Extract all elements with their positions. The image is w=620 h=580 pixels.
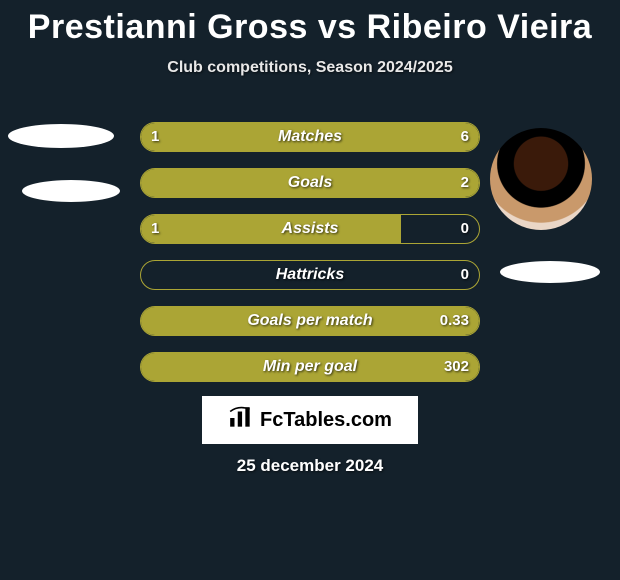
footer-date: 25 december 2024 — [0, 456, 620, 476]
brand-badge: FcTables.com — [202, 396, 418, 444]
left-player-placeholder-bottom — [22, 180, 120, 202]
stat-value-right: 0 — [461, 215, 469, 243]
stat-row: Assists10 — [140, 214, 480, 244]
left-player-placeholder-top — [8, 124, 114, 148]
page-title: Prestianni Gross vs Ribeiro Vieira — [0, 0, 620, 47]
stat-fill-left — [141, 123, 209, 151]
stat-fill-right — [141, 353, 479, 381]
stat-row: Min per goal302 — [140, 352, 480, 382]
stat-row: Matches16 — [140, 122, 480, 152]
right-player-avatar — [490, 128, 592, 230]
comparison-rows: Matches16Goals2Assists10Hattricks0Goals … — [140, 122, 480, 398]
stat-fill-left — [141, 215, 401, 243]
right-player-flag-placeholder — [500, 261, 600, 283]
bar-chart-icon — [228, 405, 254, 436]
subtitle: Club competitions, Season 2024/2025 — [0, 59, 620, 77]
stat-row: Goals2 — [140, 168, 480, 198]
stat-label: Hattricks — [141, 261, 479, 289]
stat-row: Hattricks0 — [140, 260, 480, 290]
stat-fill-right — [141, 307, 479, 335]
stat-row: Goals per match0.33 — [140, 306, 480, 336]
stat-value-right: 0 — [461, 261, 469, 289]
stat-fill-right — [141, 169, 479, 197]
stat-fill-right — [209, 123, 479, 151]
brand-text: FcTables.com — [260, 409, 392, 432]
